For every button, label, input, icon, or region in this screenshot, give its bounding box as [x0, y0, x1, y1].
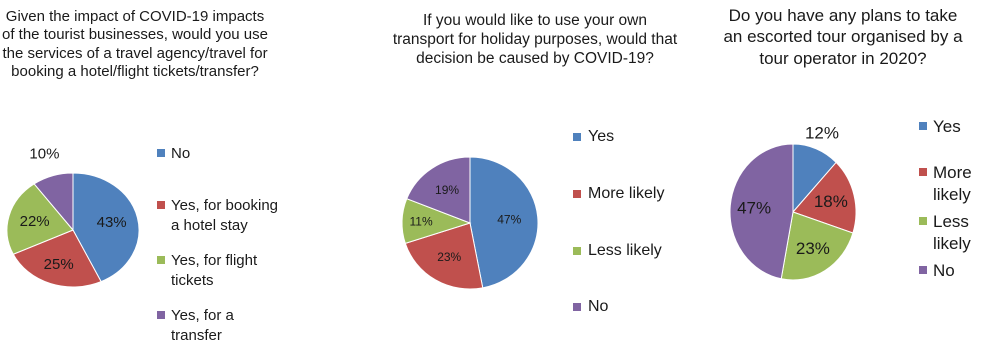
legend-swatch	[919, 122, 927, 130]
legend-label: Yes	[588, 128, 615, 145]
legend-swatch	[919, 168, 927, 176]
pie-slice-4	[33, 172, 74, 232]
chart3-legend-item: More likely	[919, 162, 975, 206]
pie-data-label: 47%	[497, 212, 521, 226]
chart2-title: If you would like to use your own transp…	[392, 12, 678, 67]
pie-slice-4	[406, 156, 471, 224]
legend-swatch	[573, 190, 581, 198]
chart3-pie: 12% 18% 23% 47%	[729, 123, 857, 281]
chart1-legend-item: Yes, for booking a hotel stay	[157, 196, 287, 235]
legend-swatch	[157, 201, 165, 209]
legend-label: No	[588, 298, 609, 315]
chart2-legend-item: Yes	[573, 128, 614, 146]
pie-data-label: 23%	[437, 250, 461, 264]
legend-label: Yes, for flight tickets	[171, 252, 258, 289]
pie-slice-2	[792, 161, 857, 234]
pie-data-label: 25%	[44, 256, 74, 273]
chart3-legend-item: Less likely	[919, 211, 975, 255]
legend-label: No	[171, 145, 191, 162]
chart3-legend-item: No	[919, 260, 955, 282]
pie-slice-3	[6, 183, 74, 255]
legend-swatch	[573, 247, 581, 255]
chart1-legend-item: Yes, for a transfer	[157, 306, 257, 345]
legend-label: Yes, for a transfer	[171, 307, 234, 344]
pie-data-label: 10%	[29, 146, 59, 163]
pie-slice-4	[729, 143, 794, 280]
pie-data-label: 11%	[409, 215, 432, 229]
chart1-legend-item: No	[157, 144, 277, 164]
chart2-legend-item: No	[573, 298, 608, 316]
legend-label: Less likely	[933, 212, 971, 254]
legend-swatch	[157, 149, 165, 157]
pie-slice-2	[404, 222, 484, 290]
chart3-legend-item: Yes	[919, 116, 961, 138]
legend-swatch	[919, 266, 927, 274]
chart2-pie: 47% 23% 11% 19%	[401, 156, 539, 290]
pie-data-label: 43%	[97, 214, 127, 231]
legend-swatch	[157, 311, 165, 319]
chart2-legend-item: More likely	[573, 185, 664, 203]
chart2-legend-item: Less likely	[573, 242, 662, 260]
legend-label: More likely	[933, 163, 972, 205]
pie-slice-2	[12, 229, 102, 288]
legend-swatch	[573, 133, 581, 141]
pie-data-label: 22%	[20, 213, 50, 230]
legend-label: More likely	[588, 185, 665, 202]
legend-label: Less likely	[588, 242, 662, 259]
pie-data-label: 23%	[796, 239, 830, 258]
pie-data-label: 12%	[805, 123, 839, 142]
legend-swatch	[573, 303, 581, 311]
legend-label: Yes, for booking a hotel stay	[171, 197, 279, 234]
legend-label: No	[933, 261, 955, 280]
chart1-legend-item: Yes, for flight tickets	[157, 251, 267, 290]
pie-slice-3	[780, 211, 854, 281]
legend-swatch	[157, 256, 165, 264]
pie-data-label: 18%	[814, 192, 848, 211]
pie-slice-1	[469, 156, 539, 289]
pie-data-label: 47%	[737, 199, 771, 218]
chart3-title: Do you have any plans to take an escorte…	[723, 6, 963, 68]
legend-label: Yes	[933, 117, 961, 136]
legend-swatch	[919, 217, 927, 225]
pie-slice-1	[72, 172, 140, 283]
pie-data-label: 19%	[435, 183, 459, 197]
chart1-title: Given the impact of COVID-19 impacts of …	[2, 8, 268, 80]
chart1-pie: 43% 25% 22% 10%	[6, 146, 140, 288]
